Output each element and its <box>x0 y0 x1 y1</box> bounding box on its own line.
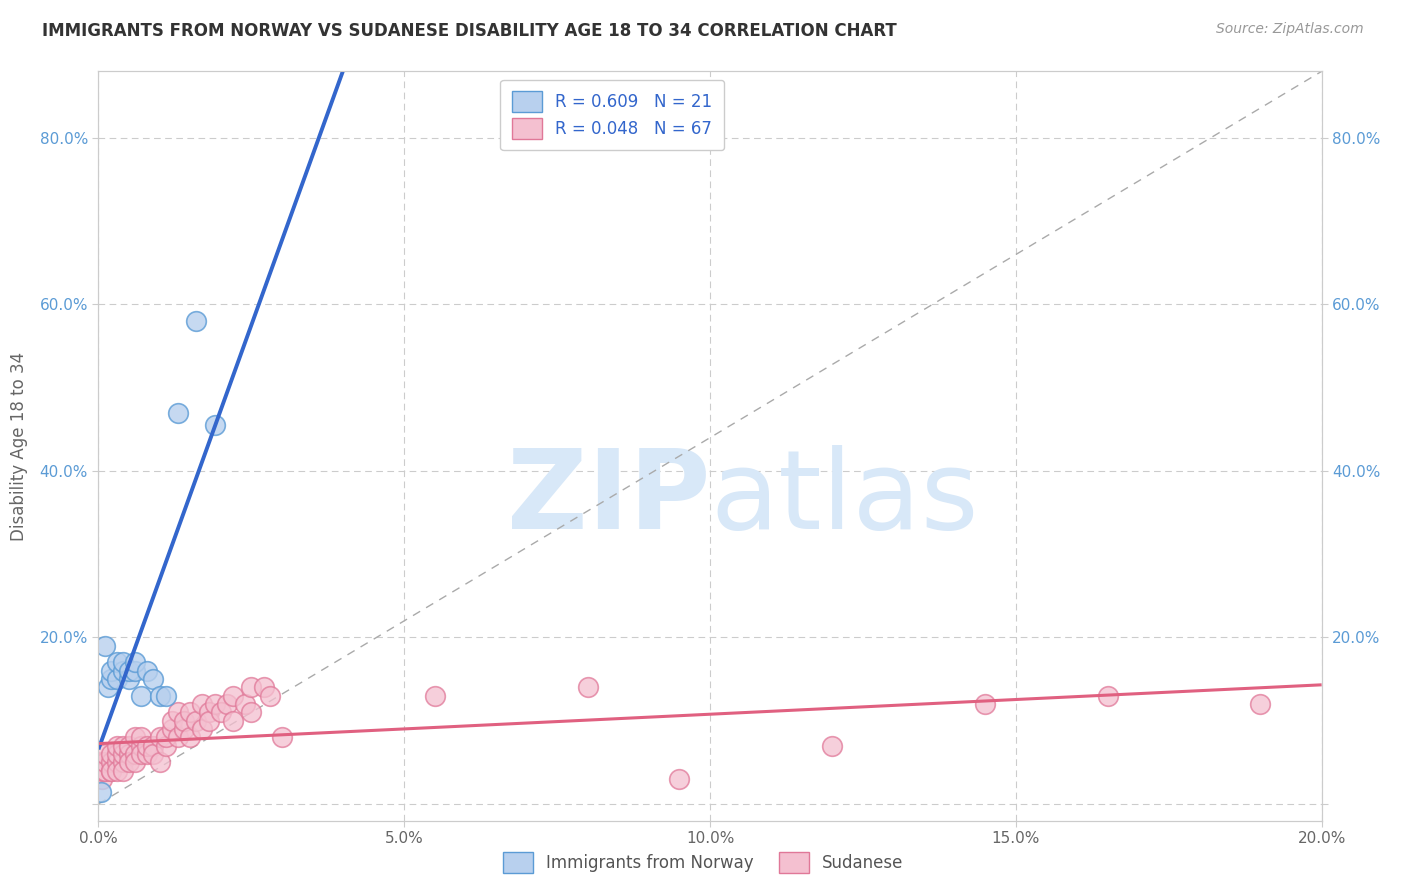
Point <box>173 714 195 728</box>
Point <box>124 664 146 678</box>
Point <box>91 772 114 786</box>
Point <box>105 756 128 770</box>
Point <box>105 672 128 686</box>
Point <box>149 756 172 770</box>
Point <box>160 722 183 736</box>
Legend: R = 0.609   N = 21, R = 0.048   N = 67: R = 0.609 N = 21, R = 0.048 N = 67 <box>501 79 724 151</box>
Point <box>93 747 115 761</box>
Point <box>149 689 172 703</box>
Point <box>100 764 122 778</box>
Point <box>259 689 281 703</box>
Point <box>155 739 177 753</box>
Point <box>155 731 177 745</box>
Point <box>222 689 245 703</box>
Point <box>142 747 165 761</box>
Point <box>197 714 219 728</box>
Point <box>111 756 134 770</box>
Point <box>89 764 111 778</box>
Point <box>173 722 195 736</box>
Point <box>821 739 844 753</box>
Point <box>136 664 159 678</box>
Point <box>118 756 141 770</box>
Point <box>100 672 122 686</box>
Point <box>124 747 146 761</box>
Point <box>149 731 172 745</box>
Point <box>100 756 122 770</box>
Point <box>105 747 128 761</box>
Text: Source: ZipAtlas.com: Source: ZipAtlas.com <box>1216 22 1364 37</box>
Point <box>124 656 146 670</box>
Point <box>111 764 134 778</box>
Point <box>423 689 446 703</box>
Point <box>197 706 219 720</box>
Point <box>129 731 152 745</box>
Point <box>129 747 152 761</box>
Point <box>105 656 128 670</box>
Point <box>111 747 134 761</box>
Point <box>124 756 146 770</box>
Point <box>111 656 134 670</box>
Point <box>111 739 134 753</box>
Point <box>179 706 201 720</box>
Legend: Immigrants from Norway, Sudanese: Immigrants from Norway, Sudanese <box>496 846 910 880</box>
Point <box>233 697 256 711</box>
Text: ZIP: ZIP <box>506 445 710 552</box>
Point <box>222 714 245 728</box>
Point <box>118 739 141 753</box>
Point <box>167 706 190 720</box>
Point <box>270 731 292 745</box>
Point <box>204 418 226 433</box>
Point <box>974 697 997 711</box>
Point <box>111 664 134 678</box>
Point <box>1249 697 1271 711</box>
Point <box>142 739 165 753</box>
Point <box>90 784 112 798</box>
Point <box>191 697 214 711</box>
Point <box>129 739 152 753</box>
Point <box>668 772 690 786</box>
Point <box>91 764 114 778</box>
Text: atlas: atlas <box>710 445 979 552</box>
Point <box>240 681 263 695</box>
Point <box>179 731 201 745</box>
Point <box>142 672 165 686</box>
Point <box>209 706 232 720</box>
Point <box>118 747 141 761</box>
Point <box>167 406 190 420</box>
Point <box>186 314 208 328</box>
Point <box>186 714 208 728</box>
Point <box>100 764 122 778</box>
Point <box>118 672 141 686</box>
Point <box>167 731 190 745</box>
Point <box>240 706 263 720</box>
Point <box>191 722 214 736</box>
Point <box>93 756 115 770</box>
Point <box>204 697 226 711</box>
Point <box>118 664 141 678</box>
Point <box>576 681 599 695</box>
Y-axis label: Disability Age 18 to 34: Disability Age 18 to 34 <box>10 351 28 541</box>
Point <box>105 764 128 778</box>
Point <box>90 756 112 770</box>
Point <box>136 747 159 761</box>
Point <box>129 689 152 703</box>
Point <box>215 697 238 711</box>
Point <box>252 681 274 695</box>
Text: IMMIGRANTS FROM NORWAY VS SUDANESE DISABILITY AGE 18 TO 34 CORRELATION CHART: IMMIGRANTS FROM NORWAY VS SUDANESE DISAB… <box>42 22 897 40</box>
Point <box>155 689 177 703</box>
Point <box>105 739 128 753</box>
Point <box>160 714 183 728</box>
Point <box>100 664 122 678</box>
Point <box>136 739 159 753</box>
Point <box>93 764 115 778</box>
Point <box>97 681 120 695</box>
Point <box>93 639 115 653</box>
Point <box>100 747 122 761</box>
Point <box>1097 689 1119 703</box>
Point <box>124 731 146 745</box>
